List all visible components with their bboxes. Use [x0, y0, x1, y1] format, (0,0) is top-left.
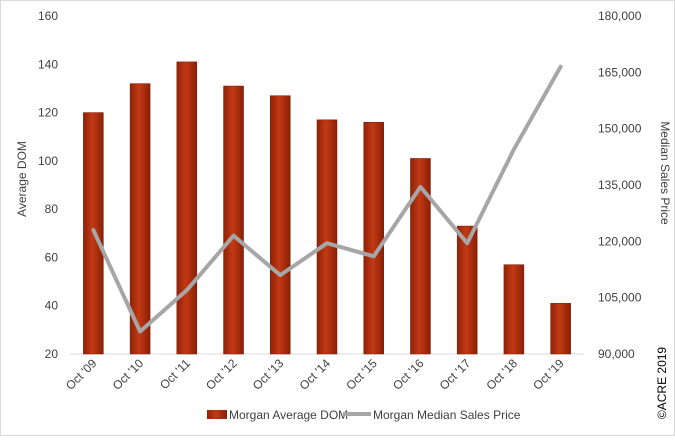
dom-bar	[364, 122, 384, 354]
dom-bar	[551, 303, 571, 354]
y-right-tick-label: 165,000	[598, 65, 642, 79]
dom-bar	[224, 86, 244, 354]
y-right-tick-label: 90,000	[598, 347, 635, 361]
dom-bar	[177, 62, 197, 354]
dom-bar	[457, 226, 477, 354]
y-left-tick-label: 80	[45, 202, 59, 216]
y-left-tick-label: 140	[38, 57, 58, 71]
x-tick-label: Oct '13	[250, 356, 287, 393]
x-tick-label: Oct '19	[530, 356, 567, 393]
copyright-text: ©ACRE 2019	[655, 347, 669, 420]
legend-swatch-dom	[207, 410, 227, 419]
x-tick-label: Oct '18	[484, 356, 521, 393]
y-left-tick-label: 60	[45, 250, 59, 264]
y-left-tick-label: 120	[38, 106, 58, 120]
x-tick-label: Oct '09	[63, 356, 100, 393]
y-right-tick-label: 135,000	[598, 178, 642, 192]
dom-bar	[270, 96, 290, 354]
y-right-tick-label: 120,000	[598, 234, 642, 248]
y-left-tick-label: 40	[45, 299, 59, 313]
y-right-tick-label: 180,000	[598, 9, 642, 23]
dom-bars	[83, 62, 570, 354]
x-tick-label: Oct '16	[390, 356, 427, 393]
x-tick-label: Oct '10	[110, 356, 147, 393]
legend-label-price: Morgan Median Sales Price	[373, 408, 521, 422]
y-axis-right: 90,000 105,000 120,000 135,000 150,000 165,00…	[598, 9, 642, 361]
y-axis-left: 20 40 60 80 100 120 140 160	[38, 9, 58, 361]
x-tick-label: Oct '15	[343, 356, 380, 393]
dom-bar	[504, 265, 524, 354]
legend: Morgan Average DOM Morgan Median Sales P…	[207, 408, 521, 422]
y-left-tick-label: 100	[38, 154, 58, 168]
legend-label-dom: Morgan Average DOM	[229, 408, 348, 422]
y-left-tick-label: 20	[45, 347, 59, 361]
x-tick-label: Oct '11	[157, 356, 193, 392]
x-tick-label: Oct '12	[203, 356, 240, 393]
y-axis-title-right: Median Sales Price	[658, 121, 672, 225]
x-tick-label: Oct '17	[437, 356, 474, 393]
y-right-tick-label: 105,000	[598, 291, 642, 305]
x-axis-tick-labels: Oct '09 Oct '10 Oct '11 Oct '12 Oct '13 Oct '…	[63, 356, 567, 393]
x-tick-label: Oct '14	[297, 356, 334, 393]
y-axis-title-left: Average DOM	[15, 141, 29, 217]
y-left-tick-label: 160	[38, 9, 58, 23]
y-right-tick-label: 150,000	[598, 122, 642, 136]
dom-bar	[317, 120, 337, 354]
